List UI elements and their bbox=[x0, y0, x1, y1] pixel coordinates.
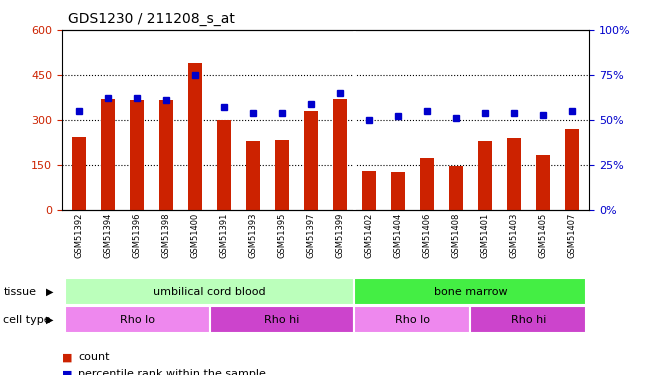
Bar bbox=[246, 141, 260, 210]
Bar bbox=[333, 99, 347, 210]
Bar bbox=[64, 278, 355, 305]
Bar bbox=[478, 141, 492, 210]
Bar bbox=[64, 306, 210, 333]
Bar bbox=[449, 166, 463, 210]
Text: percentile rank within the sample: percentile rank within the sample bbox=[78, 369, 266, 375]
Bar bbox=[391, 172, 405, 210]
Bar bbox=[159, 100, 173, 210]
Bar bbox=[506, 138, 521, 210]
Text: ▶: ▶ bbox=[46, 315, 53, 325]
Text: Rho hi: Rho hi bbox=[264, 315, 299, 325]
Bar bbox=[101, 99, 115, 210]
Text: count: count bbox=[78, 352, 109, 363]
Text: ■: ■ bbox=[62, 352, 72, 363]
Text: Rho hi: Rho hi bbox=[510, 315, 546, 325]
Text: ■: ■ bbox=[62, 369, 72, 375]
Text: bone marrow: bone marrow bbox=[434, 286, 507, 297]
Text: Rho lo: Rho lo bbox=[120, 315, 155, 325]
Bar bbox=[355, 306, 471, 333]
Bar bbox=[420, 158, 434, 210]
Text: cell type: cell type bbox=[3, 315, 51, 325]
Bar bbox=[275, 140, 289, 210]
Text: ▶: ▶ bbox=[46, 286, 53, 297]
Bar bbox=[130, 100, 145, 210]
Bar bbox=[471, 306, 587, 333]
Bar bbox=[210, 306, 355, 333]
Text: Rho lo: Rho lo bbox=[395, 315, 430, 325]
Bar bbox=[304, 111, 318, 210]
Text: GDS1230 / 211208_s_at: GDS1230 / 211208_s_at bbox=[68, 12, 235, 26]
Bar bbox=[362, 171, 376, 210]
Text: tissue: tissue bbox=[3, 286, 36, 297]
Bar bbox=[72, 136, 87, 210]
Text: umbilical cord blood: umbilical cord blood bbox=[153, 286, 266, 297]
Bar bbox=[536, 154, 550, 210]
Bar bbox=[217, 120, 231, 210]
Bar bbox=[188, 63, 202, 210]
Bar bbox=[355, 278, 587, 305]
Bar bbox=[564, 129, 579, 210]
